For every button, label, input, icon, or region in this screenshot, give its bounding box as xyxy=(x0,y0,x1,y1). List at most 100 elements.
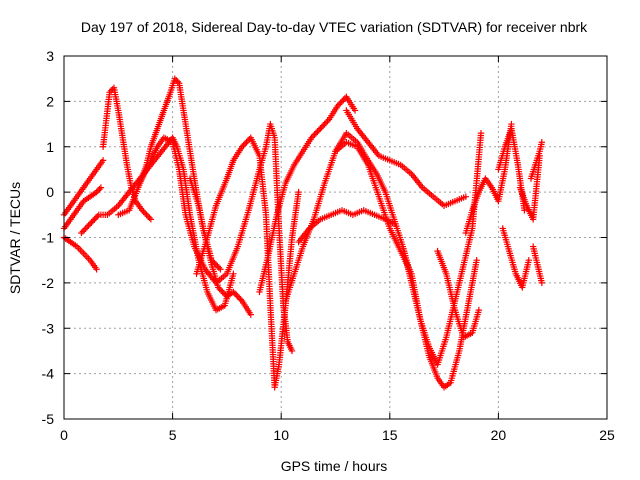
series-arc-u xyxy=(529,243,546,287)
data-point xyxy=(315,126,323,134)
data-point xyxy=(312,129,320,137)
y-tick-label: 2 xyxy=(46,93,54,109)
data-point xyxy=(318,123,325,131)
data-point xyxy=(147,216,155,223)
data-point xyxy=(174,78,181,85)
data-point xyxy=(88,219,95,226)
data-point xyxy=(314,128,321,135)
data-point xyxy=(308,134,315,141)
axis-ticks: 0 5 10 15 20 25 -5 -4 -3 -2 -1 0 1 2 3 xyxy=(42,48,615,443)
data-point xyxy=(475,306,483,314)
data-point xyxy=(107,87,115,94)
data-point xyxy=(143,211,150,219)
data-point xyxy=(99,157,107,164)
data-point xyxy=(217,266,224,273)
data-point xyxy=(173,77,180,84)
data-point xyxy=(240,142,247,149)
data-point xyxy=(238,143,246,150)
data-point xyxy=(319,122,327,129)
data-point xyxy=(146,214,153,222)
data-point xyxy=(97,184,105,191)
data-point xyxy=(91,216,98,223)
series-arc-i xyxy=(186,175,254,318)
y-tick-label: -5 xyxy=(42,411,55,427)
data-point xyxy=(215,264,223,271)
x-tick-label: 25 xyxy=(599,427,615,443)
data-point xyxy=(234,293,241,300)
data-point xyxy=(324,117,331,125)
data-series xyxy=(60,75,546,391)
chart-title: Day 197 of 2018, Sidereal Day-to-day VTE… xyxy=(81,19,588,35)
x-tick-label: 10 xyxy=(273,427,289,443)
x-tick-label: 20 xyxy=(491,427,507,443)
data-point xyxy=(78,229,85,237)
x-axis-label: GPS time / hours xyxy=(281,458,388,474)
data-point xyxy=(85,222,92,229)
data-point xyxy=(241,140,249,147)
data-point xyxy=(477,129,485,137)
series-arc-r xyxy=(495,125,528,214)
x-tick-label: 0 xyxy=(60,427,68,443)
data-point xyxy=(94,213,101,220)
data-point xyxy=(82,225,89,232)
data-point xyxy=(138,207,146,214)
data-point xyxy=(96,185,103,193)
series-arc-a xyxy=(60,157,107,219)
data-point xyxy=(89,217,97,225)
series-arc-p xyxy=(434,247,483,341)
series-arc-j xyxy=(256,93,359,296)
data-point xyxy=(79,228,87,235)
data-point xyxy=(462,193,470,200)
series-arc-c xyxy=(60,184,105,232)
data-point xyxy=(322,119,330,126)
y-axis-label: SDTVAR / TECUs xyxy=(7,182,23,294)
data-point xyxy=(171,75,178,82)
y-tick-label: 0 xyxy=(46,184,54,200)
data-point xyxy=(217,287,225,294)
data-point xyxy=(337,99,344,107)
y-tick-label: -2 xyxy=(42,275,55,291)
data-point xyxy=(214,263,221,270)
series-arc-b xyxy=(60,234,100,273)
data-point xyxy=(215,284,222,291)
data-point xyxy=(335,101,343,108)
data-point xyxy=(94,187,102,194)
y-tick-label: -4 xyxy=(42,366,55,382)
data-point xyxy=(231,290,239,297)
data-point xyxy=(237,296,244,303)
data-point xyxy=(93,266,100,273)
data-point xyxy=(93,188,100,196)
series-arc-t xyxy=(516,152,543,223)
data-point xyxy=(288,347,296,355)
data-point xyxy=(334,102,341,110)
x-tick-label: 5 xyxy=(169,427,177,443)
data-point xyxy=(338,98,346,105)
data-point xyxy=(340,96,347,104)
data-point xyxy=(309,132,317,140)
data-point xyxy=(230,288,237,296)
data-point xyxy=(244,137,252,144)
data-point xyxy=(243,139,250,146)
data-point xyxy=(211,260,218,267)
y-tick-label: -3 xyxy=(42,320,55,336)
data-point xyxy=(351,107,359,114)
data-point xyxy=(525,256,533,264)
data-point xyxy=(83,223,91,231)
y-tick-label: -1 xyxy=(42,230,55,246)
data-point xyxy=(311,131,318,138)
data-point xyxy=(216,285,223,293)
data-point xyxy=(81,226,88,234)
x-tick-label: 15 xyxy=(382,427,398,443)
series-arc-s xyxy=(499,225,533,291)
data-point xyxy=(247,311,254,318)
series-arc-v xyxy=(527,139,546,182)
data-point xyxy=(295,188,302,196)
series-arc-e xyxy=(99,84,155,223)
data-point xyxy=(144,213,152,220)
data-point xyxy=(321,120,328,128)
data-point xyxy=(141,210,149,217)
series-arc-m xyxy=(343,107,470,209)
y-tick-label: 3 xyxy=(46,48,54,64)
data-point xyxy=(473,256,480,264)
